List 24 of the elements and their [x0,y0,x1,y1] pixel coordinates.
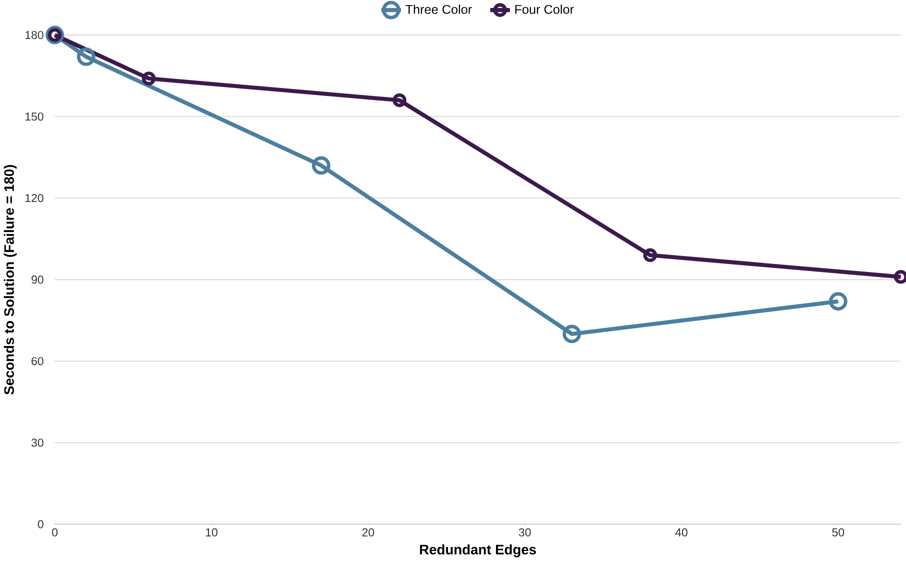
y-tick-label: 180 [26,30,44,40]
x-tick-label: 10 [206,528,218,536]
x-tick-label: 50 [832,528,844,536]
point [312,156,330,175]
point [142,72,156,86]
y-tick-label: 0 [38,520,44,528]
x-tick-label: 0 [52,528,58,536]
y-tick-label: 150 [26,112,44,121]
x-axis-title: Redundant Edges [420,544,536,558]
x-tick-label: 30 [518,528,531,536]
point [828,292,848,311]
x-tick-label: 20 [362,528,374,536]
point [562,324,582,344]
legend-label: Four Color [515,4,574,14]
y-axis-title: Seconds to Solution (Failure = 180) [4,164,17,394]
point [643,248,658,262]
x-tick-label: 40 [675,528,688,536]
y-tick-label: 30 [31,438,44,447]
y-tick-label: 60 [32,357,44,366]
legend-label: Three Color [406,4,472,14]
point [76,48,96,66]
point [392,93,406,108]
y-tick-label: 90 [32,276,44,284]
y-tick-label: 120 [26,194,44,202]
